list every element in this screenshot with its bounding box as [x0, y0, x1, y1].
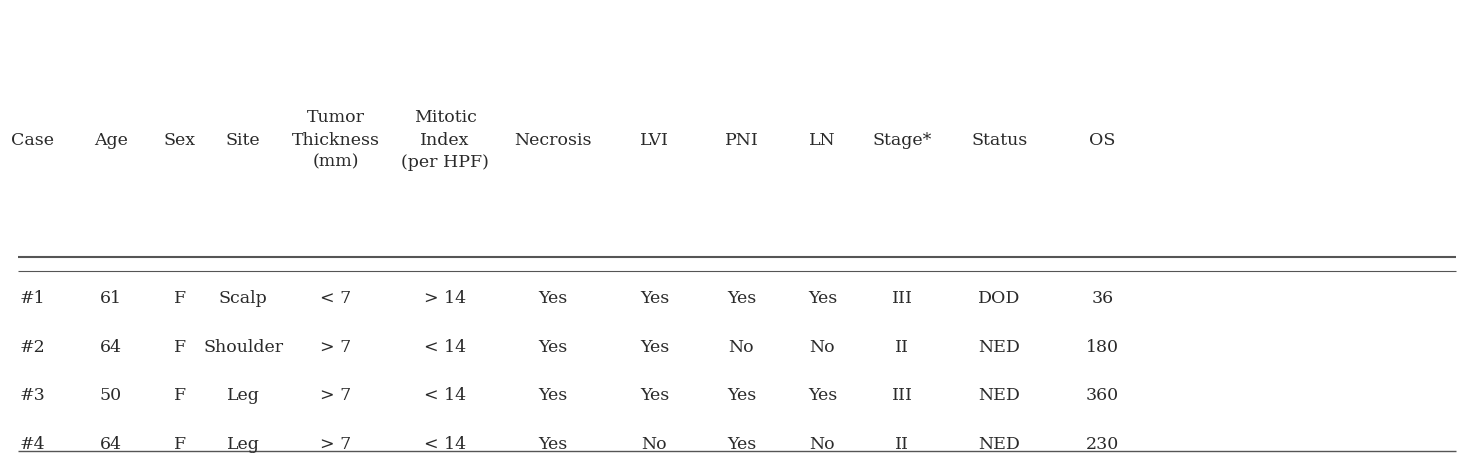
Text: Site: Site [226, 131, 261, 149]
Text: NED: NED [979, 436, 1020, 453]
Text: > 7: > 7 [320, 436, 352, 453]
Text: > 7: > 7 [320, 339, 352, 356]
Text: < 14: < 14 [425, 339, 466, 356]
Text: Age: Age [94, 131, 127, 149]
Text: 180: 180 [1086, 339, 1119, 356]
Text: II: II [895, 339, 909, 356]
Text: < 14: < 14 [425, 388, 466, 404]
Text: 50: 50 [99, 388, 122, 404]
Text: Yes: Yes [727, 436, 756, 453]
Text: F: F [174, 436, 186, 453]
Text: 36: 36 [1091, 290, 1114, 307]
Text: LN: LN [809, 131, 836, 149]
Text: Case: Case [10, 131, 55, 149]
Text: > 7: > 7 [320, 388, 352, 404]
Text: > 14: > 14 [425, 290, 466, 307]
Text: Sex: Sex [164, 131, 196, 149]
Text: Yes: Yes [538, 339, 567, 356]
Text: LVI: LVI [640, 131, 669, 149]
Text: Stage*: Stage* [873, 131, 932, 149]
Text: #1: #1 [19, 290, 46, 307]
Text: Yes: Yes [538, 290, 567, 307]
Text: Yes: Yes [727, 388, 756, 404]
Text: No: No [809, 436, 836, 453]
Text: No: No [809, 339, 836, 356]
Text: < 14: < 14 [425, 436, 466, 453]
Text: Yes: Yes [808, 290, 837, 307]
Text: #4: #4 [19, 436, 46, 453]
Text: F: F [174, 290, 186, 307]
Text: < 7: < 7 [320, 290, 352, 307]
Text: 230: 230 [1086, 436, 1119, 453]
Text: Status: Status [971, 131, 1027, 149]
Text: Mitotic
Index
(per HPF): Mitotic Index (per HPF) [401, 109, 489, 171]
Text: 64: 64 [100, 339, 121, 356]
Text: NED: NED [979, 339, 1020, 356]
Text: Yes: Yes [538, 388, 567, 404]
Text: Necrosis: Necrosis [514, 131, 591, 149]
Text: Leg: Leg [227, 436, 259, 453]
Text: III: III [892, 388, 912, 404]
Text: DOD: DOD [979, 290, 1020, 307]
Text: Yes: Yes [538, 436, 567, 453]
Text: Scalp: Scalp [218, 290, 268, 307]
Text: Yes: Yes [640, 339, 669, 356]
Text: Yes: Yes [808, 388, 837, 404]
Text: F: F [174, 388, 186, 404]
Text: PNI: PNI [725, 131, 758, 149]
Text: No: No [641, 436, 668, 453]
Text: Tumor
Thickness
(mm): Tumor Thickness (mm) [292, 109, 380, 171]
Text: Yes: Yes [640, 388, 669, 404]
Text: No: No [728, 339, 755, 356]
Text: 61: 61 [100, 290, 121, 307]
Text: Shoulder: Shoulder [203, 339, 283, 356]
Text: OS: OS [1089, 131, 1116, 149]
Text: Yes: Yes [640, 290, 669, 307]
Text: F: F [174, 339, 186, 356]
Text: Yes: Yes [727, 290, 756, 307]
Text: III: III [892, 290, 912, 307]
Text: #2: #2 [19, 339, 46, 356]
Text: #3: #3 [19, 388, 46, 404]
Text: 360: 360 [1086, 388, 1119, 404]
Text: II: II [895, 436, 909, 453]
Text: NED: NED [979, 388, 1020, 404]
Text: Leg: Leg [227, 388, 259, 404]
Text: 64: 64 [100, 436, 121, 453]
